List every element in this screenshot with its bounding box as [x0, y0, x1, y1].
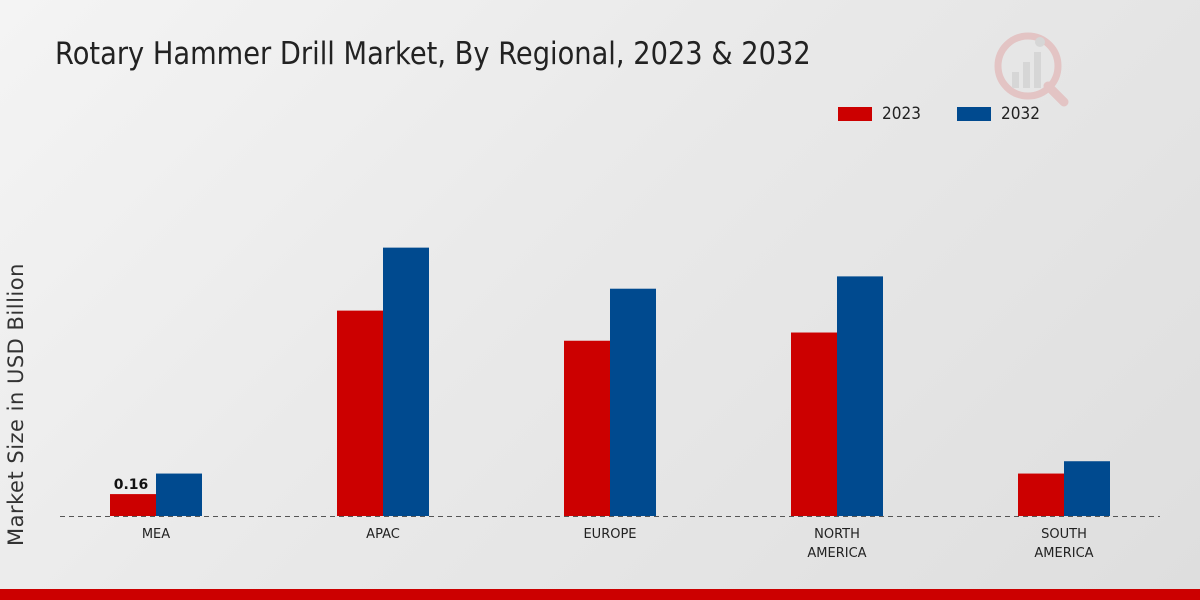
analytics-logo-icon [994, 32, 1069, 107]
legend-item-2032[interactable]: 2032 [957, 104, 1044, 124]
x-tick-label-south-america: SOUTH AMERICA [1034, 527, 1093, 561]
bar-2032-apac [383, 247, 429, 516]
x-tick-label-north-america: NORTH AMERICA [807, 527, 866, 561]
legend-swatch-2023 [838, 107, 872, 121]
chart-title: Rotary Hammer Drill Market, By Regional,… [55, 36, 811, 72]
legend-label-2032: 2032 [1001, 104, 1040, 124]
bar-2023-mea [110, 494, 156, 516]
x-tick-label-apac: APAC [366, 527, 400, 542]
bottom-accent-bar [0, 589, 1200, 600]
bar-2023-apac [337, 310, 383, 516]
bar-2032-europe [610, 288, 656, 516]
bar-2032-mea [156, 473, 202, 516]
legend-label-2023: 2023 [882, 104, 921, 124]
bar-2023-europe [564, 340, 610, 516]
legend-swatch-2032 [957, 107, 991, 121]
bar-2032-north-america [837, 276, 883, 516]
bar-2032-south-america [1064, 461, 1110, 516]
x-tick-label-mea: MEA [142, 527, 170, 542]
legend-item-2023[interactable]: 2023 [838, 104, 925, 124]
bar-2023-north-america [791, 332, 837, 516]
data-label-2023-mea: 0.16 [114, 477, 149, 493]
x-tick-label-europe: EUROPE [583, 527, 636, 542]
bar-2023-south-america [1018, 473, 1064, 516]
